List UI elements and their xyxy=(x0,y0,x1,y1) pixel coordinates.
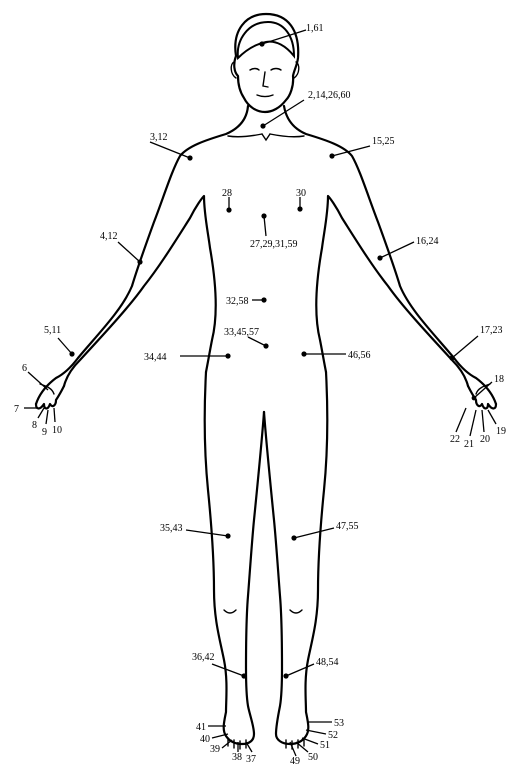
label-p23: 20 xyxy=(480,434,490,445)
point-dot xyxy=(69,351,75,357)
label-p01: 1,61 xyxy=(306,23,324,34)
label-p10: 32,58 xyxy=(226,296,249,307)
label-p17: 7 xyxy=(14,404,19,415)
point-dot xyxy=(260,123,266,129)
acupoint-markers xyxy=(24,29,497,757)
label-p32: 39 xyxy=(210,744,220,755)
point-dot xyxy=(137,259,143,265)
point-labels: 1,61 2,14,26,60 3,12 15,25 28 30 27,29,3… xyxy=(14,23,506,767)
label-p24: 21 xyxy=(464,439,474,450)
label-p20: 10 xyxy=(52,425,62,436)
point-dot xyxy=(471,395,477,401)
label-p08: 4,12 xyxy=(100,231,118,242)
label-p39: 49 xyxy=(290,756,300,767)
label-p21: 18 xyxy=(494,374,504,385)
label-p26: 35,43 xyxy=(160,523,183,534)
label-p33: 38 xyxy=(232,752,242,763)
point-dot xyxy=(241,673,247,679)
label-p09: 16,24 xyxy=(416,236,439,247)
head xyxy=(230,12,300,114)
label-p37: 51 xyxy=(320,740,330,751)
point-dot xyxy=(261,297,267,303)
label-p07: 27,29,31,59 xyxy=(250,239,298,250)
point-dot xyxy=(377,255,383,261)
label-p28: 36,42 xyxy=(192,652,215,663)
label-p18: 8 xyxy=(32,420,37,431)
label-p35: 53 xyxy=(334,718,344,729)
label-p25: 22 xyxy=(450,434,460,445)
label-p15: 46,56 xyxy=(348,350,371,361)
label-p14: 34,44 xyxy=(144,352,167,363)
label-p36: 52 xyxy=(328,730,338,741)
point-dot xyxy=(261,213,267,219)
label-p22: 19 xyxy=(496,426,506,437)
point-dot xyxy=(329,153,335,159)
label-p31: 40 xyxy=(200,734,210,745)
label-p34: 37 xyxy=(246,754,256,765)
point-dot xyxy=(225,533,231,539)
label-p12: 5,11 xyxy=(44,325,61,336)
label-p03: 3,12 xyxy=(150,132,168,143)
point-dot xyxy=(291,535,297,541)
point-dot xyxy=(283,673,289,679)
label-p05: 28 xyxy=(222,188,232,199)
point-dot xyxy=(226,207,232,213)
point-dot xyxy=(263,343,269,349)
label-p02: 2,14,26,60 xyxy=(308,90,351,101)
label-p29: 48,54 xyxy=(316,657,339,668)
hair xyxy=(236,20,296,61)
body-outline xyxy=(34,104,498,750)
label-p06: 30 xyxy=(296,188,306,199)
point-dot xyxy=(301,351,307,357)
label-p38: 50 xyxy=(308,752,318,763)
label-p19: 9 xyxy=(42,427,47,438)
label-p27: 47,55 xyxy=(336,521,359,532)
point-dot xyxy=(297,206,303,212)
label-p30: 41 xyxy=(196,722,206,733)
point-dot xyxy=(187,155,193,161)
point-dot xyxy=(225,353,231,359)
label-p13: 17,23 xyxy=(480,325,503,336)
point-dot xyxy=(259,41,265,47)
label-p16: 6 xyxy=(22,363,27,374)
label-p11: 33,45,57 xyxy=(224,327,259,338)
point-dot xyxy=(449,355,455,361)
label-p04: 15,25 xyxy=(372,136,395,147)
